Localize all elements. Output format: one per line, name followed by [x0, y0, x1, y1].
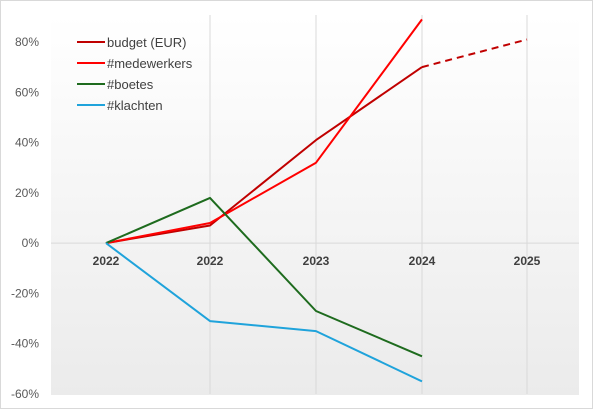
series-line-boetes	[105, 196, 423, 358]
y-tick-label: 40%	[15, 136, 39, 150]
y-tick-label: -60%	[11, 387, 39, 401]
y-tick-label: -40%	[11, 337, 39, 351]
legend-label: #klachten	[107, 98, 163, 113]
y-tick-label: 60%	[15, 85, 39, 99]
series-line-budget-eur	[105, 66, 423, 245]
y-tick-label: 0%	[22, 236, 40, 250]
series-line-medewerkers	[105, 18, 423, 245]
legend-label: #boetes	[107, 77, 154, 92]
legend-label: #medewerkers	[107, 56, 193, 71]
legend-label: budget (EUR)	[107, 35, 186, 50]
series-lines	[105, 18, 528, 383]
y-tick-label: 80%	[15, 35, 39, 49]
series-line-klachten	[105, 242, 423, 383]
x-tick-label: 2025	[514, 254, 541, 268]
y-tick-label: 20%	[15, 186, 39, 200]
series-projection-budget-eur	[421, 38, 528, 69]
x-tick-label: 2022	[197, 254, 224, 268]
axes: -60% -40% -20% 0% 20% 40% 60% 80% 2022 2022 2023 20…	[11, 35, 579, 401]
x-tick-label: 2022	[93, 254, 120, 268]
x-tick-label: 2023	[303, 254, 330, 268]
plot-area	[51, 15, 579, 395]
y-tick-label: -20%	[11, 286, 39, 300]
x-tick-label: 2024	[409, 254, 436, 268]
legend: budget (EUR) #medewerkers #boetes #klachten	[77, 35, 193, 113]
